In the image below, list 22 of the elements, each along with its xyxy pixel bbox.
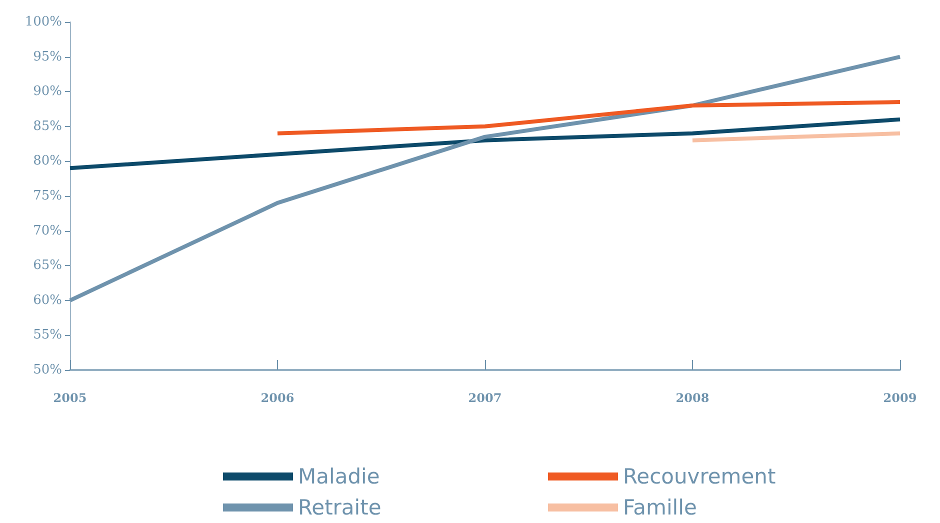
y-tick-label: 85% <box>33 118 62 134</box>
legend-label: Famille <box>623 496 697 520</box>
line-series <box>68 117 902 170</box>
y-tick-label: 55% <box>33 328 62 343</box>
y-tick-label: 75% <box>33 188 62 204</box>
y-tick-label: 90% <box>33 84 62 100</box>
y-tick-label: 50% <box>33 362 62 378</box>
x-tick-label: 2009 <box>883 391 917 405</box>
y-tick-label: 80% <box>33 154 62 169</box>
legend-label: Retraite <box>298 496 382 520</box>
legend-label: Recouvrement <box>623 464 776 488</box>
x-tick-label: 2007 <box>468 391 502 405</box>
y-tick-label: 60% <box>33 292 62 308</box>
y-tick-label: 70% <box>33 223 62 238</box>
legend-label: Maladie <box>298 464 380 488</box>
x-tick-label: 2005 <box>53 391 87 405</box>
x-tick-label: 2008 <box>676 391 710 405</box>
y-tick-label: 100% <box>24 14 62 30</box>
line-series <box>276 100 902 136</box>
x-tick-label: 2006 <box>260 391 294 405</box>
y-tick-label: 95% <box>33 49 62 64</box>
y-tick-label: 65% <box>33 258 62 274</box>
